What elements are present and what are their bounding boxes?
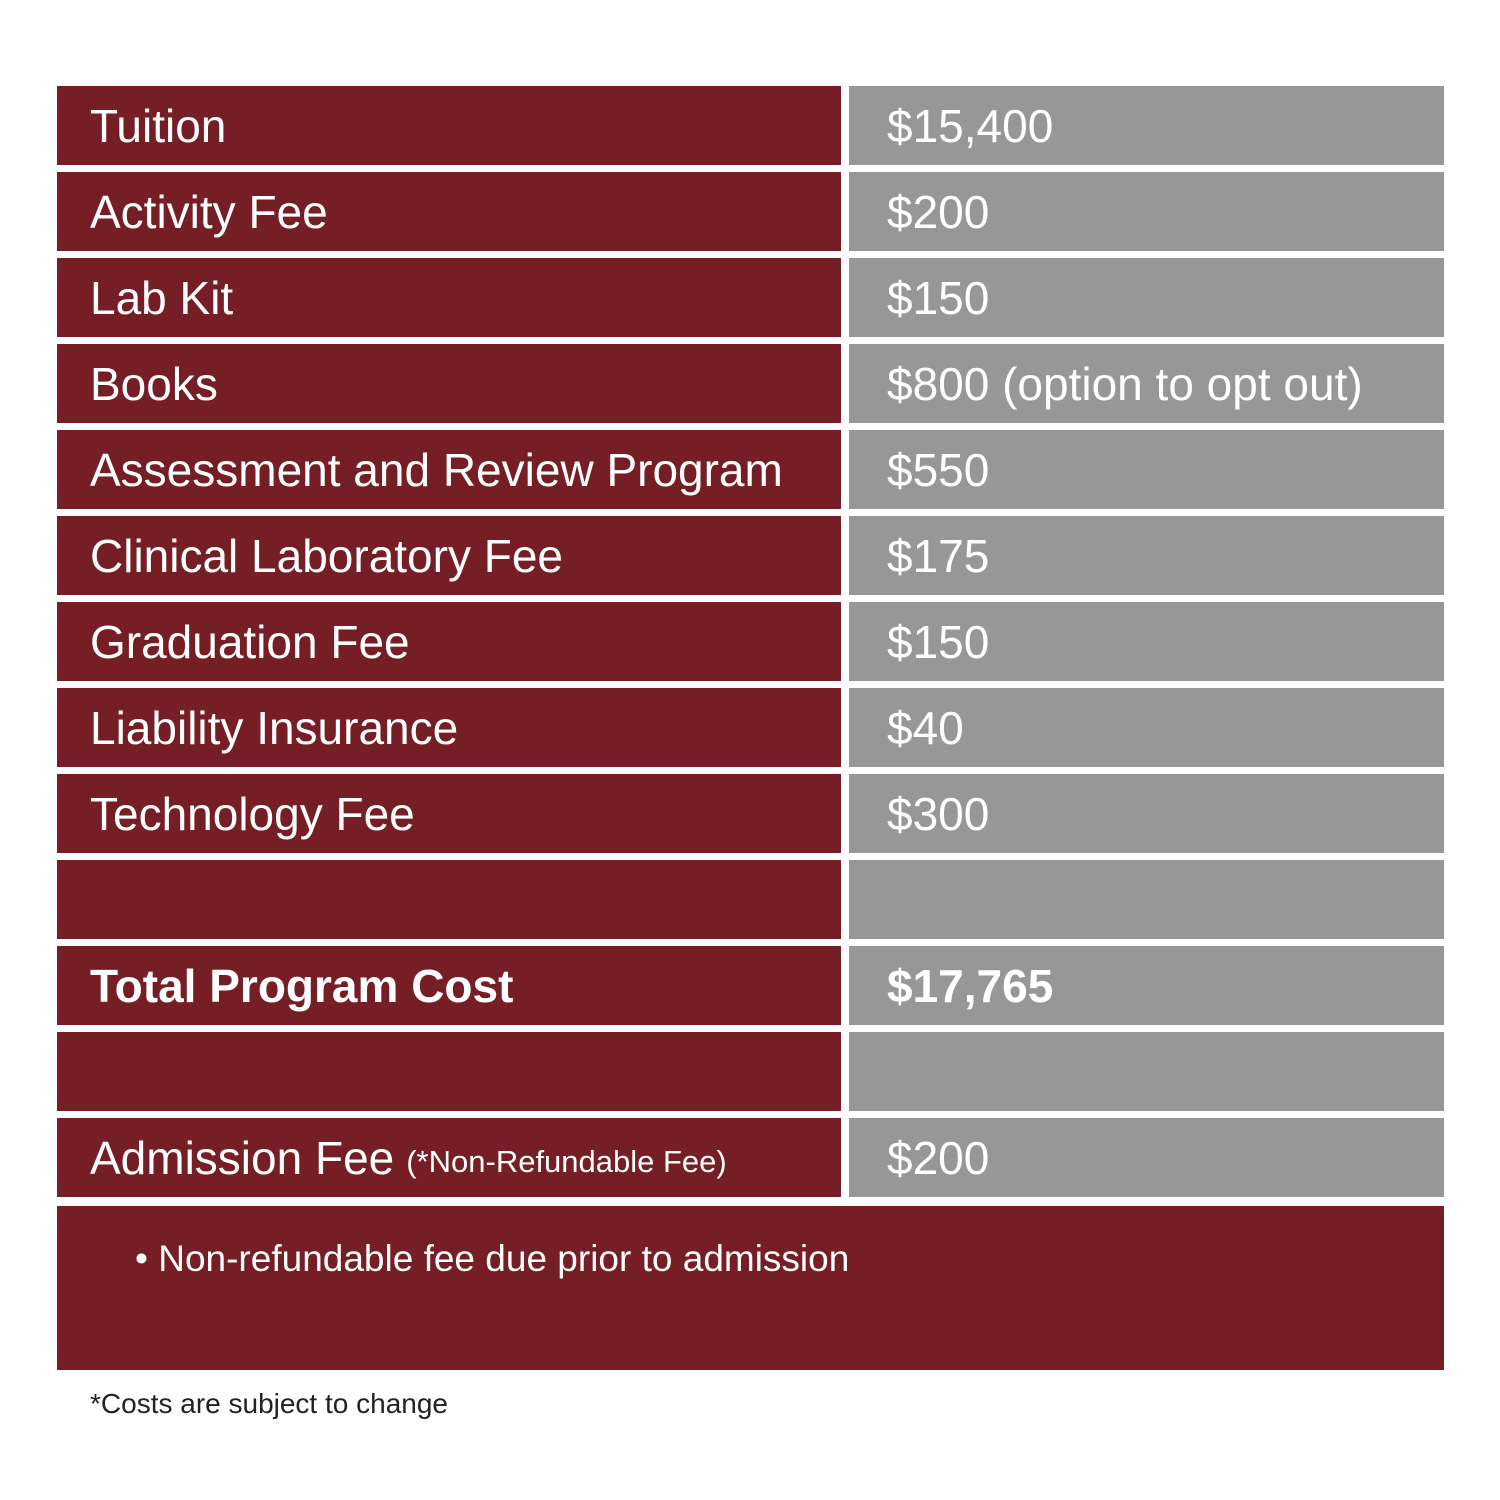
- admission-label: Admission Fee (*Non-Refundable Fee): [57, 1118, 841, 1197]
- total-label: Total Program Cost: [57, 946, 841, 1025]
- row-value: $15,400: [849, 86, 1444, 165]
- spacer-cell: [57, 1032, 841, 1111]
- row-label: Graduation Fee: [57, 602, 841, 681]
- row-value: $300: [849, 774, 1444, 853]
- admission-note: (*Non-Refundable Fee): [406, 1143, 727, 1179]
- row-value: $800 (option to opt out): [849, 344, 1444, 423]
- spacer-cell: [849, 1032, 1444, 1111]
- row-label: Lab Kit: [57, 258, 841, 337]
- spacer-cell: [849, 860, 1444, 939]
- bullet-text: Non-refundable fee due prior to admissio…: [158, 1238, 850, 1279]
- row-label: Books: [57, 344, 841, 423]
- row-value: $150: [849, 602, 1444, 681]
- row-label: Assessment and Review Program: [57, 430, 841, 509]
- row-value: $150: [849, 258, 1444, 337]
- row-value: $550: [849, 430, 1444, 509]
- row-label: Activity Fee: [57, 172, 841, 251]
- row-value: $40: [849, 688, 1444, 767]
- row-label: Tuition: [57, 86, 841, 165]
- note-box: • Non-refundable fee due prior to admiss…: [57, 1206, 1444, 1370]
- admission-name: Admission Fee: [90, 1131, 395, 1184]
- admission-value: $200: [849, 1118, 1444, 1197]
- row-label: Technology Fee: [57, 774, 841, 853]
- row-value: $200: [849, 172, 1444, 251]
- row-label: Liability Insurance: [57, 688, 841, 767]
- spacer-cell: [57, 860, 841, 939]
- row-label: Clinical Laboratory Fee: [57, 516, 841, 595]
- total-value: $17,765: [849, 946, 1444, 1025]
- footnote: *Costs are subject to change: [90, 1388, 448, 1419]
- row-value: $175: [849, 516, 1444, 595]
